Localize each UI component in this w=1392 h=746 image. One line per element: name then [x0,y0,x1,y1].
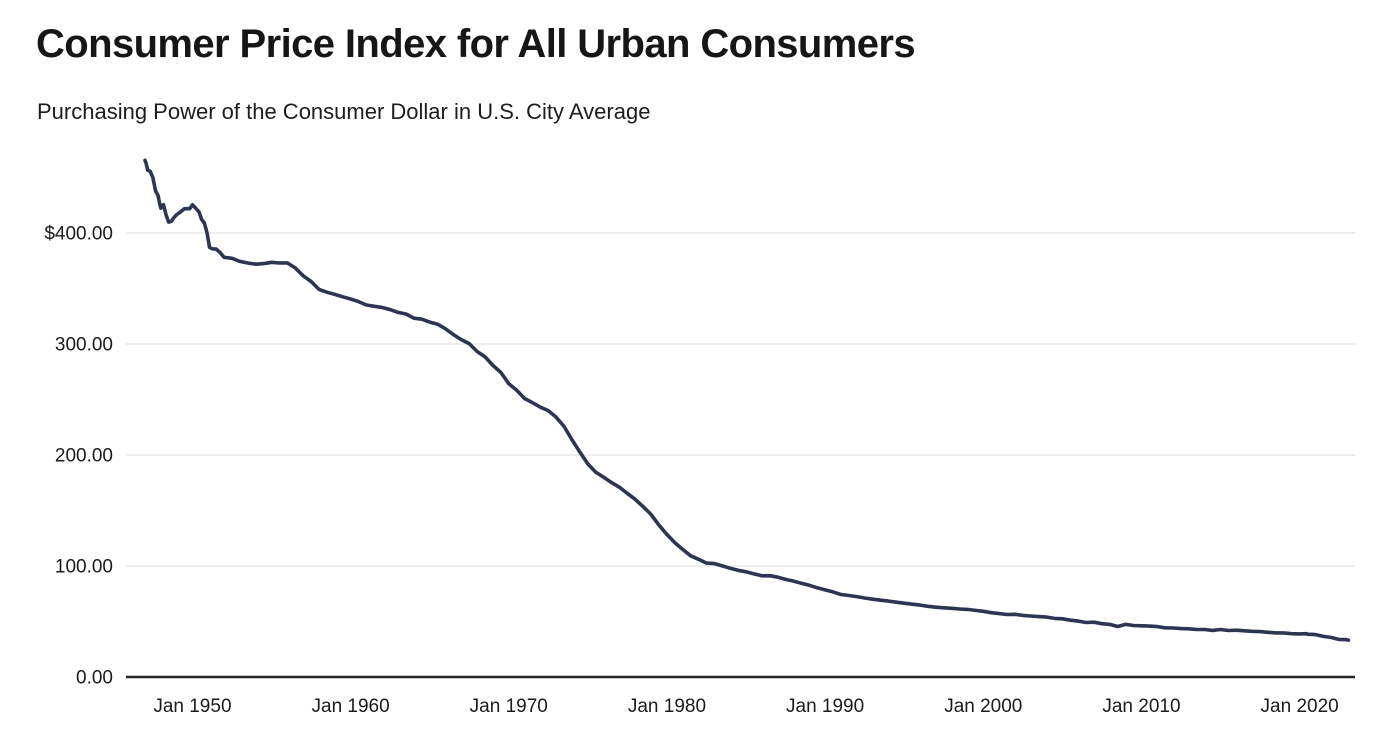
chart-title: Consumer Price Index for All Urban Consu… [36,22,916,66]
purchasing-power-line [143,158,1351,642]
y-tick-label: 100.00 [55,557,113,578]
axis-label-layer: $400.00 300.00 200.00 100.00 0.00 Jan 1950 Jan… [44,224,1338,718]
x-tick-label: Jan 1970 [470,696,548,717]
y-tick-label: 0.00 [76,668,113,689]
x-tick-label: Jan 1980 [628,696,706,717]
x-tick-label: Jan 1990 [786,696,864,717]
y-tick-label: $400.00 [44,224,113,245]
x-tick-label: Jan 1950 [153,696,231,717]
x-tick-label: Jan 2020 [1261,696,1339,717]
y-tick-label: 300.00 [55,335,113,356]
data-series-layer [143,158,1351,642]
x-tick-label: Jan 2000 [944,696,1022,717]
y-tick-label: 200.00 [55,446,113,467]
x-tick-label: Jan 1960 [312,696,390,717]
chart-subtitle: Purchasing Power of the Consumer Dollar … [37,99,651,124]
gridline-layer [126,232,1355,679]
x-tick-label: Jan 2010 [1102,696,1180,717]
